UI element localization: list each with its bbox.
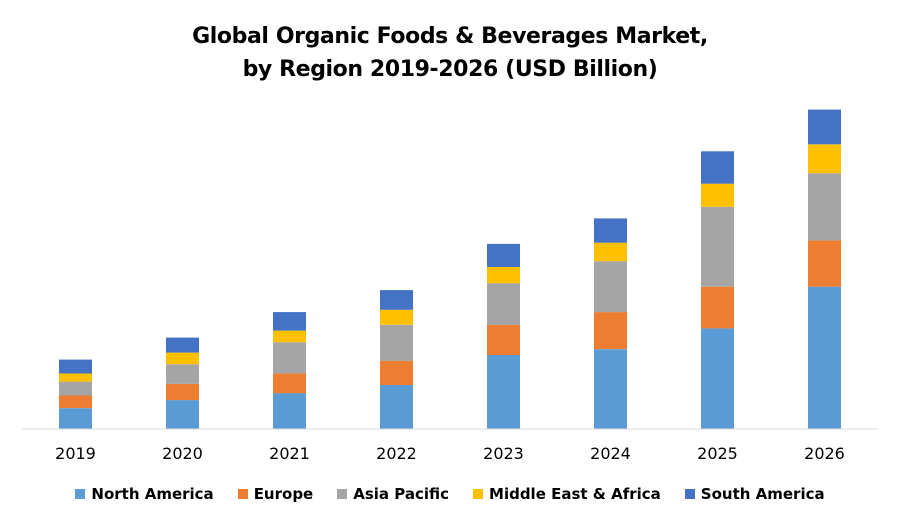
bar-2022-asia-pacific bbox=[380, 324, 413, 361]
bar-2025-south-america bbox=[701, 151, 734, 184]
bar-2023-middle-east-africa bbox=[487, 267, 520, 284]
bar-2021-north-america bbox=[273, 393, 306, 429]
x-tick-label: 2022 bbox=[376, 444, 417, 463]
bar-2025-middle-east-africa bbox=[701, 183, 734, 207]
chart-title: Global Organic Foods & Beverages Market,… bbox=[0, 20, 900, 86]
bar-2025-north-america bbox=[701, 328, 734, 429]
bar-2025-europe bbox=[701, 286, 734, 329]
bar-2019-middle-east-africa bbox=[59, 373, 92, 382]
bar-2024-north-america bbox=[594, 349, 627, 429]
bar-2020-europe bbox=[166, 383, 199, 401]
chart-title-line-1: Global Organic Foods & Beverages Market, bbox=[192, 24, 708, 49]
x-tick-label: 2023 bbox=[483, 444, 524, 463]
bar-2022-middle-east-africa bbox=[380, 309, 413, 325]
bar-2026-north-america bbox=[808, 286, 841, 429]
x-tick-label: 2025 bbox=[697, 444, 738, 463]
bar-2019-asia-pacific bbox=[59, 381, 92, 396]
legend-item-south-america: South America bbox=[684, 485, 825, 503]
legend-label: North America bbox=[91, 485, 214, 503]
bar-2021-south-america bbox=[273, 312, 306, 331]
legend-label: South America bbox=[700, 485, 825, 503]
legend-label: Asia Pacific bbox=[353, 485, 450, 503]
bar-2024-middle-east-africa bbox=[594, 242, 627, 262]
bar-2022-south-america bbox=[380, 290, 413, 310]
bar-2019-north-america bbox=[59, 408, 92, 429]
bar-2019-south-america bbox=[59, 359, 92, 374]
bar-2021-europe bbox=[273, 373, 306, 394]
bar-2022-north-america bbox=[380, 385, 413, 429]
bar-2024-asia-pacific bbox=[594, 261, 627, 313]
bar-2022-europe bbox=[380, 360, 413, 385]
legend-item-europe: Europe bbox=[237, 485, 314, 503]
bar-2024-europe bbox=[594, 312, 627, 350]
bar-2026-europe bbox=[808, 240, 841, 287]
x-tick-label: 2021 bbox=[269, 444, 310, 463]
bar-2020-asia-pacific bbox=[166, 364, 199, 384]
legend-swatch bbox=[473, 489, 484, 499]
legend-item-asia-pacific: Asia Pacific bbox=[337, 485, 449, 503]
bar-marks bbox=[59, 109, 841, 429]
bar-2020-north-america bbox=[166, 400, 199, 429]
bar-2020-middle-east-africa bbox=[166, 352, 199, 365]
x-tick-label: 2019 bbox=[55, 444, 96, 463]
legend-swatch bbox=[684, 489, 695, 499]
legend-item-north-america: North America bbox=[75, 485, 214, 503]
x-tick-label: 2020 bbox=[162, 444, 203, 463]
x-tick-label: 2026 bbox=[804, 444, 845, 463]
bar-2021-asia-pacific bbox=[273, 342, 306, 374]
bar-2023-south-america bbox=[487, 243, 520, 267]
bar-2023-asia-pacific bbox=[487, 283, 520, 325]
legend-label: Middle East & Africa bbox=[489, 485, 661, 503]
legend-swatch bbox=[75, 489, 86, 499]
bar-2023-europe bbox=[487, 324, 520, 355]
bar-2023-north-america bbox=[487, 354, 520, 429]
legend-swatch bbox=[237, 489, 248, 499]
bar-2020-south-america bbox=[166, 337, 199, 353]
chart-title-line-2: by Region 2019-2026 (USD Billion) bbox=[242, 57, 658, 82]
bar-2025-asia-pacific bbox=[701, 206, 734, 287]
bar-2026-south-america bbox=[808, 109, 841, 145]
legend-swatch bbox=[337, 489, 348, 499]
x-tick-label: 2024 bbox=[590, 444, 631, 463]
legend-item-middle-east-africa: Middle East & Africa bbox=[473, 485, 661, 503]
legend-label: Europe bbox=[253, 485, 314, 503]
bar-2019-europe bbox=[59, 395, 92, 409]
x-tick-labels: 2019 2020 2021 2022 2023 2024 2025 2026 bbox=[55, 444, 845, 463]
legend: North America Europe Asia Pacific Middle… bbox=[0, 483, 900, 505]
bar-2026-asia-pacific bbox=[808, 173, 841, 241]
bar-2024-south-america bbox=[594, 218, 627, 243]
bar-2026-middle-east-africa bbox=[808, 144, 841, 174]
bar-2021-middle-east-africa bbox=[273, 330, 306, 343]
